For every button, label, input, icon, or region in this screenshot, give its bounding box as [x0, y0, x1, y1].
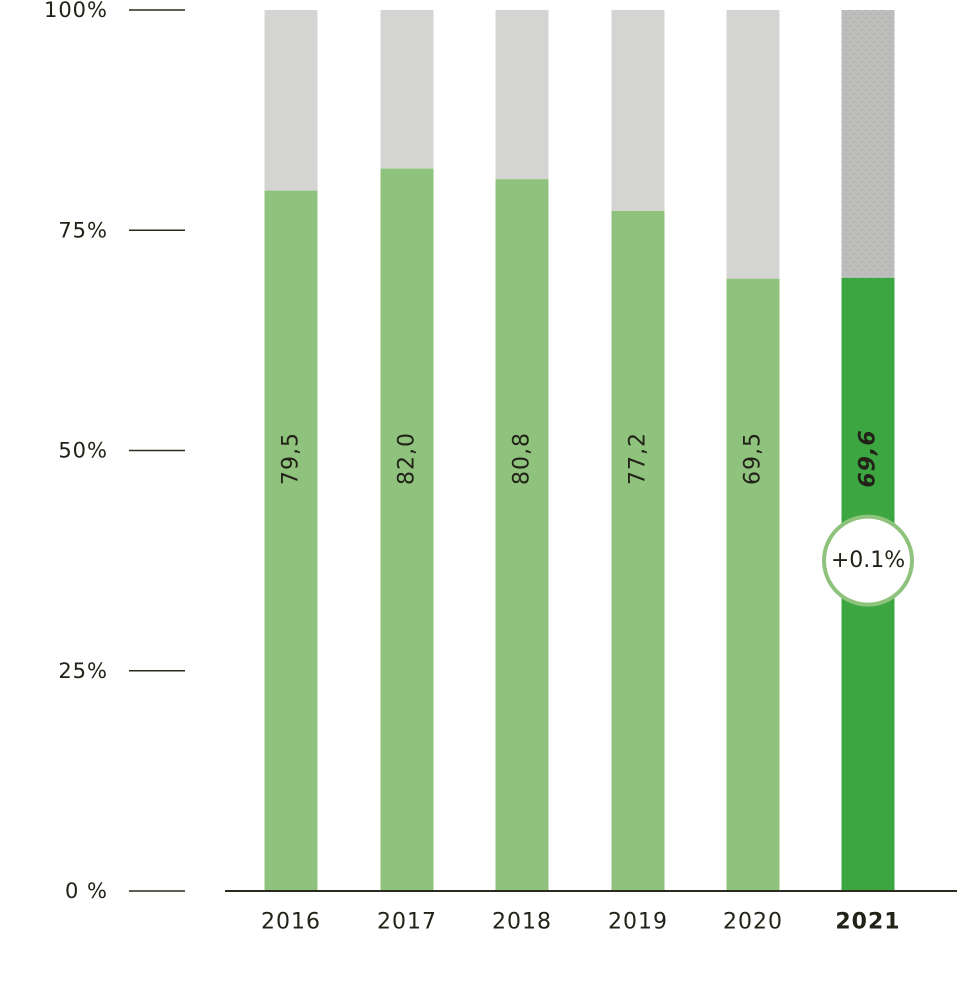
- bar-remainder-2021: [841, 10, 895, 278]
- change-badge: +0.1%: [822, 514, 914, 607]
- bar-remainder-2019: [611, 10, 665, 211]
- bar-value-label: 80,8: [510, 432, 535, 485]
- y-tick-label: 25%: [58, 659, 108, 683]
- bars: 79,5 82,0 80,8 77,2 69,5 69,6: [264, 10, 895, 892]
- bar-remainder-2016: [264, 10, 318, 191]
- bar-value-label: 79,5: [279, 432, 304, 485]
- y-axis: 0 % 25% 50% 75% 100%: [44, 0, 185, 903]
- y-tick-label: 0 %: [65, 879, 108, 903]
- bar-value-label: 82,0: [395, 432, 420, 485]
- bar-2017: [380, 168, 434, 891]
- bar-value-label: 69,6: [856, 429, 881, 487]
- change-badge-text: +0.1%: [831, 548, 905, 573]
- bar-value-label: 77,2: [626, 432, 651, 485]
- x-tick-label: 2020: [723, 910, 783, 935]
- bar-remainder-2018: [495, 10, 549, 180]
- bar-2016: [264, 190, 318, 892]
- bar-2018: [495, 179, 549, 892]
- x-tick-label: 2017: [377, 910, 437, 935]
- bar-value-label: 69,5: [741, 432, 766, 485]
- x-axis: 2016 2017 2018 2019 2020 2021: [261, 910, 900, 935]
- y-tick-label: 50%: [58, 439, 108, 463]
- bar-2020: [726, 278, 780, 892]
- bar-2019: [611, 210, 665, 892]
- bar-remainder-2017: [380, 10, 434, 169]
- change-badge-circle: [822, 514, 914, 607]
- bar-remainder-2020: [726, 10, 780, 279]
- y-tick-label: 100%: [44, 0, 108, 22]
- x-tick-label: 2021: [835, 910, 900, 935]
- y-tick-label: 75%: [58, 218, 108, 242]
- x-tick-label: 2018: [492, 910, 552, 935]
- x-tick-label: 2016: [261, 910, 321, 935]
- x-tick-label: 2019: [608, 910, 668, 935]
